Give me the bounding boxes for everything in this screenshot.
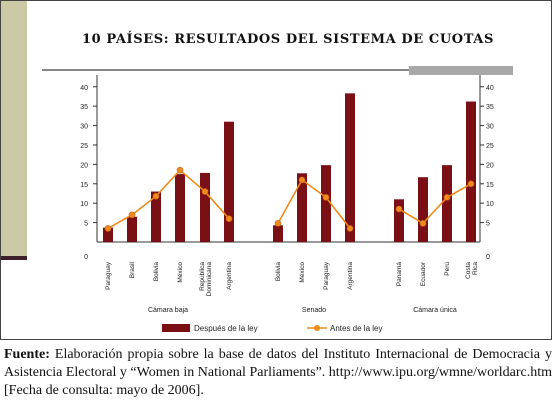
source-text: Elaboración propia sobre la base de dato… [4,347,552,398]
bar-3 [151,191,161,242]
category-label-9: Paraguay [323,261,330,290]
line-segment-2 [277,178,351,229]
y-tick-label-left: 35 [80,104,88,111]
category-label-8: México [299,262,306,283]
bar-10 [345,93,355,242]
line-segment-1 [107,169,230,230]
legend-line-label: Antes de la ley [330,324,382,333]
decorative-side-band [1,1,27,256]
category-label-13: Perú [444,262,451,276]
line-point-4 [176,166,184,174]
category-label-10: Argentina [347,262,354,290]
bar-6 [224,121,234,242]
category-label-4: México [177,262,184,283]
chart-title: 10 PAÍSES: RESULTADOS DEL SISTEMA DE CUO… [82,32,494,47]
y-tick-label-right: 0 [486,254,490,261]
y-tick-label-left: 40 [80,85,88,92]
category-label-12: Ecuador [420,261,427,286]
category-label-6: Argentina [226,262,233,290]
bar-9 [321,165,331,242]
y-tick-label-left: 25 [80,143,88,150]
line-point-10 [346,225,354,232]
y-tick-label-left: 20 [80,162,88,169]
bar-4 [175,174,185,242]
bar-11 [394,199,404,242]
category-label-1: Paraguay [105,261,112,290]
line-point-5 [201,188,209,195]
line-point-12 [419,220,427,227]
bar-14 [466,101,476,242]
group-label-3: Cámara única [413,307,457,314]
legend-bar-label: Después de la ley [194,324,258,333]
source-label: Fuente: [4,347,50,362]
y-tick-label-right: 25 [486,143,494,150]
source-caption: Fuente: Elaboración propia sobre la base… [4,346,552,400]
line-segment-3 [398,183,472,225]
line-point-13 [443,194,451,201]
y-tick-label-left: 30 [80,124,88,131]
y-tick-label-left: 5 [84,221,88,228]
line-point-7 [274,220,282,227]
y-tick-label-right: 15 [486,182,494,189]
y-tick-label-left: 0 [84,254,88,261]
bar-5 [200,172,210,242]
bar-13 [442,165,452,242]
y-tick-label-left: 10 [80,201,88,208]
grey-marker-box [409,66,513,75]
category-label-7: Bolivia [275,262,282,282]
line-point-14 [467,180,475,188]
legend-bar-swatch [162,324,190,332]
category-label-3: Bolivia [153,262,160,282]
line-point-6 [225,215,233,223]
bar-12 [418,177,428,242]
category-label-2: Brasil [129,261,136,278]
line-point-1 [104,225,112,232]
y-tick-label-right: 30 [486,124,494,131]
y-tick-label-right: 40 [486,85,494,92]
line-point-8 [298,176,306,184]
bar-7 [273,225,283,242]
bar-2 [127,216,137,242]
category-label-5: RepúblicaDominicana [199,262,213,297]
line-point-3 [152,192,160,200]
y-tick-label-left: 15 [80,182,88,189]
bar-8 [297,173,307,242]
line-point-2 [128,211,136,219]
line-point-9 [322,194,330,201]
bar-1 [103,227,113,242]
line-point-11 [395,205,403,213]
category-label-14: CostaRica [465,262,479,279]
y-tick-label-right: 35 [486,104,494,111]
y-tick-label-right: 20 [486,162,494,169]
chart-canvas: 0 0 5 5 10 10 15 15 20 20 25 25 30 30 35 35 40 40 Paraguay… [42,66,513,333]
y-tick-label-right: 10 [486,201,494,208]
legend-line-marker [314,325,320,331]
category-label-11: Panamá [396,262,403,287]
y-tick-label-right: 5 [486,221,490,228]
decorative-band-foot [1,256,27,260]
group-label-1: Cámara baja [148,307,188,314]
group-label-2: Senado [302,307,326,314]
figure-frame [0,0,552,340]
